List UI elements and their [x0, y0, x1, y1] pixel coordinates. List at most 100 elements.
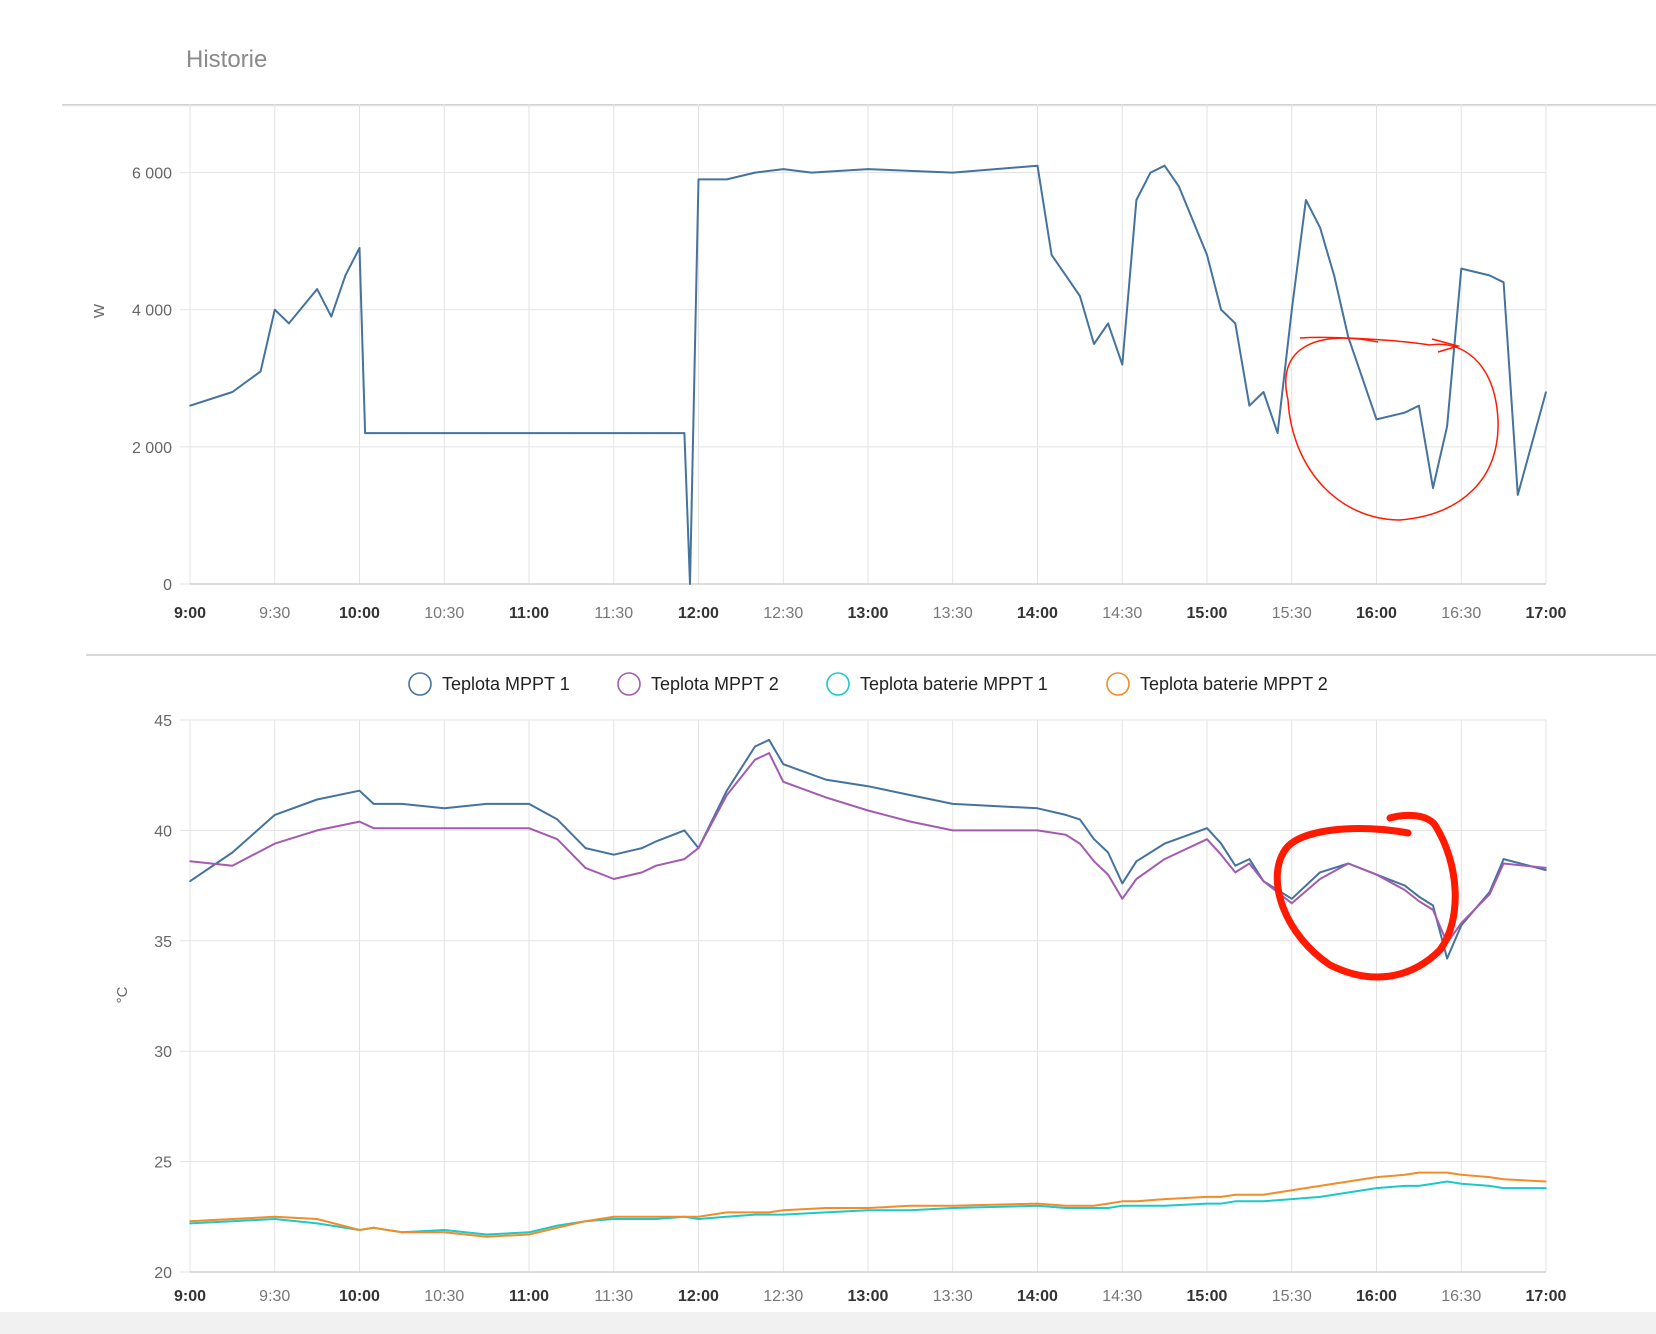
- data-point: [1036, 1202, 1039, 1205]
- temperature-chart-annotation-circle: [1273, 811, 1459, 981]
- data-point: [669, 432, 672, 434]
- data-point: [1347, 862, 1350, 865]
- data-point: [824, 778, 827, 781]
- data-point: [1418, 404, 1420, 407]
- data-point: [528, 432, 530, 434]
- data-point: [1446, 1180, 1448, 1183]
- data-point: [1036, 1205, 1039, 1207]
- data-point: [1079, 818, 1081, 821]
- x-tick-label: 17:00: [1526, 1288, 1567, 1305]
- power-chart[interactable]: 0 2 000 4 000 6 000 9:00 9:30 10:00 10:30 11:00…: [0, 0, 1656, 640]
- data-point: [1036, 164, 1039, 167]
- data-point: [683, 432, 686, 434]
- data-point: [330, 315, 333, 318]
- data-point: [1163, 842, 1166, 845]
- data-point: [1093, 1207, 1095, 1209]
- data-point: [754, 171, 756, 174]
- data-point: [288, 322, 290, 325]
- data-point: [1291, 898, 1293, 900]
- data-point: [1404, 884, 1406, 887]
- data-point: [655, 864, 657, 867]
- data-point: [1404, 1174, 1406, 1176]
- data-point: [1135, 1200, 1138, 1203]
- x-tick-label: 13:30: [933, 605, 973, 622]
- data-point: [1291, 1198, 1293, 1200]
- data-point: [1404, 889, 1406, 891]
- data-point: [231, 1220, 234, 1222]
- data-point: [1234, 871, 1237, 874]
- data-point: [1050, 254, 1053, 256]
- data-point: [485, 803, 488, 805]
- data-point: [641, 1218, 643, 1220]
- data-point: [1248, 858, 1251, 860]
- y-tick-label: 30: [154, 1044, 172, 1061]
- data-point: [952, 803, 954, 805]
- power-chart-grid: [180, 104, 1547, 585]
- data-point: [1262, 1193, 1265, 1196]
- data-point: [1432, 1171, 1434, 1174]
- data-point: [1248, 404, 1251, 407]
- data-point: [824, 796, 827, 799]
- page-title: Historie: [186, 46, 268, 73]
- data-point: [1220, 1196, 1222, 1198]
- temperature-chart-x-ticks: 9:00 9:30 10:00 10:30 11:00 11:30 12:00 12:30 13…: [174, 1288, 1567, 1305]
- data-point: [1545, 1187, 1547, 1189]
- data-point: [1206, 827, 1208, 829]
- data-point: [1234, 1193, 1237, 1196]
- top-strip: [0, 0, 1656, 6]
- data-point: [1121, 1205, 1124, 1207]
- data-point: [1545, 1180, 1547, 1183]
- data-point: [1432, 904, 1434, 907]
- data-point: [1220, 308, 1222, 311]
- data-point: [1206, 1202, 1208, 1205]
- data-point: [274, 814, 276, 816]
- power-chart-y-axis-label: W: [91, 303, 108, 318]
- data-point: [1502, 858, 1505, 860]
- data-point: [655, 1216, 657, 1218]
- data-point: [1502, 1178, 1505, 1181]
- data-point: [1446, 1171, 1448, 1174]
- series-line: [189, 1171, 1547, 1238]
- x-tick-label: 10:00: [339, 605, 380, 622]
- data-point: [1276, 432, 1279, 434]
- data-point: [316, 798, 318, 801]
- data-point: [1545, 391, 1547, 393]
- data-point: [867, 168, 869, 170]
- data-point: [401, 827, 403, 829]
- data-point: [1262, 1200, 1265, 1203]
- x-tick-label: 11:30: [594, 605, 633, 622]
- data-point: [443, 807, 446, 810]
- data-point: [231, 1218, 234, 1220]
- x-tick-label: 11:00: [509, 1288, 549, 1305]
- data-point: [1305, 199, 1307, 201]
- data-point: [824, 1211, 827, 1214]
- data-point: [1432, 909, 1434, 911]
- data-point: [1121, 1200, 1124, 1203]
- data-point: [1319, 878, 1321, 880]
- data-point: [1234, 322, 1237, 325]
- data-point: [1135, 1205, 1138, 1207]
- data-point: [1502, 862, 1505, 865]
- data-point: [358, 1229, 361, 1231]
- data-point: [1079, 1207, 1081, 1209]
- x-tick-label: 9:00: [174, 1288, 206, 1305]
- data-point: [274, 1216, 276, 1218]
- data-point: [372, 1227, 375, 1229]
- x-tick-label: 9:30: [259, 1288, 290, 1305]
- data-point: [528, 1233, 530, 1236]
- data-point: [1488, 893, 1491, 896]
- data-point: [641, 1216, 643, 1218]
- data-point: [1460, 267, 1463, 270]
- data-point: [909, 1205, 912, 1207]
- data-point: [1093, 838, 1095, 840]
- data-point: [1065, 814, 1067, 816]
- series-line: [189, 1180, 1546, 1236]
- data-point: [1163, 164, 1166, 167]
- data-point: [1404, 1185, 1406, 1187]
- temperature-chart[interactable]: Teplota MPPT 1 Teplota MPPT 2 Teplota bate…: [0, 640, 1656, 1320]
- data-point: [1178, 185, 1180, 188]
- data-point: [952, 1207, 954, 1209]
- data-point: [909, 820, 912, 823]
- data-point: [613, 1216, 615, 1218]
- temperature-chart-legend: Teplota MPPT 1 Teplota MPPT 2 Teplota bate…: [408, 672, 1328, 696]
